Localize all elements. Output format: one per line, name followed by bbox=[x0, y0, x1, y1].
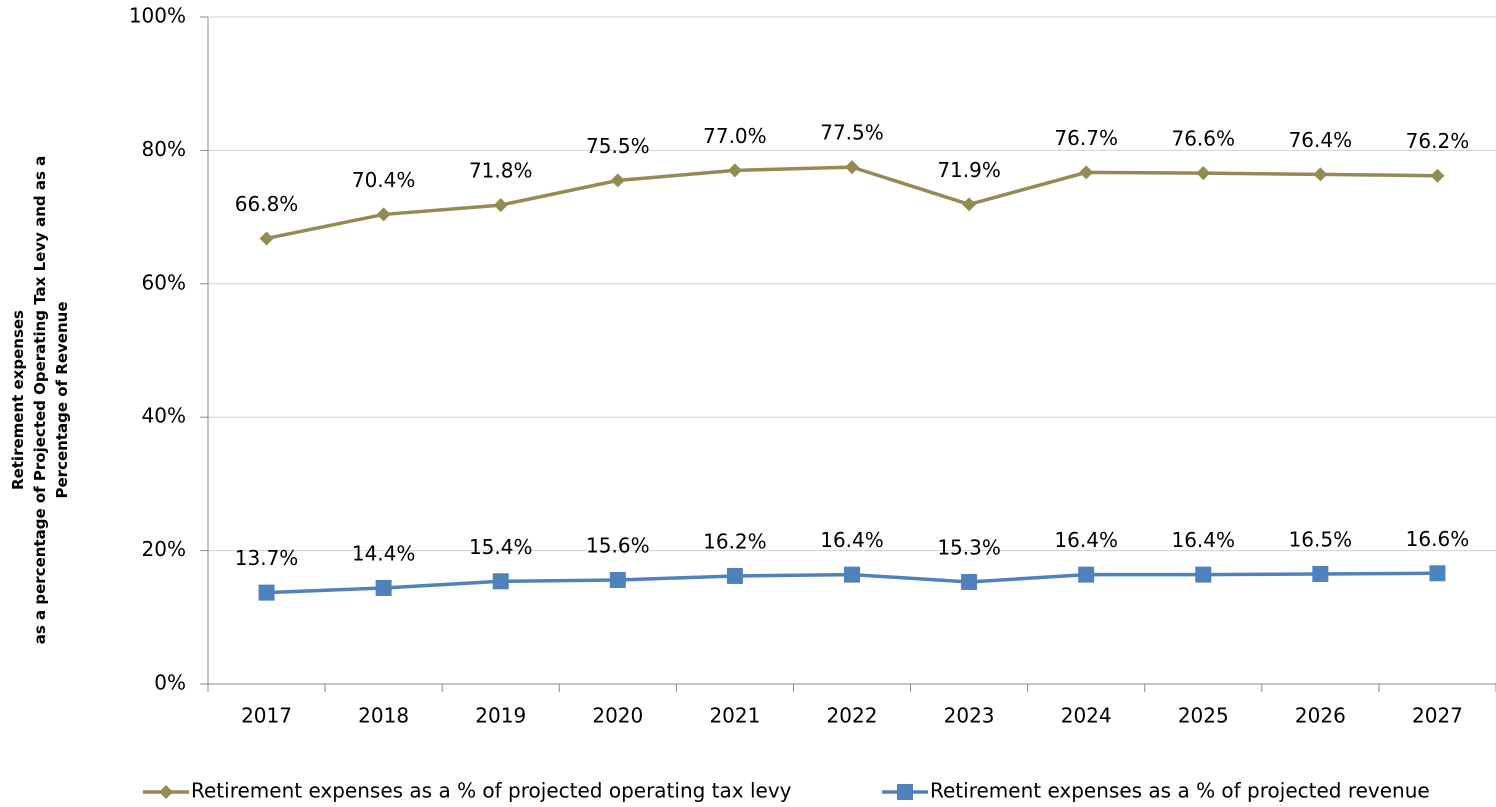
data-label: 16.4% bbox=[1054, 528, 1118, 552]
y-tick-label: 80% bbox=[142, 137, 186, 161]
data-label: 70.4% bbox=[352, 168, 416, 192]
legend-label: Retirement expenses as a % of projected … bbox=[930, 779, 1430, 803]
point bbox=[492, 573, 509, 590]
legend-marker bbox=[159, 785, 173, 799]
point bbox=[1079, 165, 1094, 180]
x-tick-label: 2027 bbox=[1412, 704, 1463, 728]
y-tick-label: 100% bbox=[129, 4, 186, 28]
point bbox=[259, 231, 274, 246]
data-label: 76.2% bbox=[1406, 129, 1470, 153]
data-label: 76.7% bbox=[1054, 126, 1118, 150]
y-axis-title-line: Percentage of Revenue bbox=[53, 302, 71, 499]
point bbox=[609, 571, 626, 588]
point bbox=[1313, 167, 1328, 182]
data-label: 16.2% bbox=[703, 529, 767, 553]
y-tick-label: 0% bbox=[154, 671, 186, 695]
point bbox=[844, 566, 860, 583]
legend-label: Retirement expenses as a % of projected … bbox=[191, 779, 792, 803]
data-label: 76.6% bbox=[1171, 127, 1235, 151]
point bbox=[1195, 566, 1212, 583]
data-label: 71.8% bbox=[469, 159, 533, 183]
series-line bbox=[266, 165, 1438, 241]
data-label: 13.7% bbox=[235, 546, 299, 570]
data-label: 77.0% bbox=[703, 124, 767, 148]
x-tick-label: 2023 bbox=[944, 704, 995, 728]
x-tick-label: 2018 bbox=[358, 704, 409, 728]
data-label: 71.9% bbox=[937, 158, 1001, 182]
point bbox=[1429, 565, 1446, 582]
x-tick-label: 2022 bbox=[827, 704, 878, 728]
x-tick-label: 2020 bbox=[592, 704, 643, 728]
point bbox=[961, 573, 978, 590]
data-label: 15.6% bbox=[586, 533, 650, 557]
x-tick-label: 2024 bbox=[1061, 704, 1112, 728]
data-label: 14.4% bbox=[352, 541, 416, 565]
y-tick-label: 20% bbox=[142, 537, 186, 561]
point bbox=[493, 198, 508, 213]
point bbox=[376, 207, 391, 222]
data-label: 16.6% bbox=[1406, 527, 1470, 551]
x-tick-label: 2021 bbox=[709, 704, 760, 728]
point bbox=[610, 173, 625, 188]
data-label: 66.8% bbox=[235, 192, 299, 216]
point bbox=[258, 584, 275, 601]
data-label: 16.4% bbox=[820, 528, 884, 552]
data-label: 77.5% bbox=[820, 121, 884, 145]
y-axis-title-line: Retirement expenses bbox=[9, 310, 27, 490]
data-label: 16.4% bbox=[1171, 528, 1235, 552]
point bbox=[845, 160, 859, 175]
legend-marker bbox=[897, 784, 913, 800]
data-label: 15.3% bbox=[937, 535, 1001, 559]
y-tick-label: 60% bbox=[142, 270, 186, 294]
data-label: 16.5% bbox=[1289, 527, 1353, 551]
data-label: 76.4% bbox=[1289, 128, 1353, 152]
point bbox=[726, 567, 743, 584]
y-axis-title: Retirement expenses as a percentage of Pr… bbox=[9, 156, 71, 644]
point bbox=[1196, 166, 1211, 181]
point bbox=[375, 579, 392, 596]
data-label: 75.5% bbox=[586, 134, 650, 158]
data-label: 15.4% bbox=[469, 535, 533, 559]
point bbox=[1312, 565, 1329, 582]
x-tick-label: 2019 bbox=[475, 704, 526, 728]
point bbox=[727, 163, 742, 178]
y-tick-label: 40% bbox=[142, 404, 186, 428]
x-tick-label: 2025 bbox=[1178, 704, 1229, 728]
point bbox=[1430, 168, 1445, 183]
x-tick-label: 2026 bbox=[1295, 704, 1346, 728]
point bbox=[962, 197, 977, 212]
x-tick-label: 2017 bbox=[241, 704, 292, 728]
point bbox=[1078, 566, 1095, 583]
y-axis-title-line: as a percentage of Projected Operating T… bbox=[31, 156, 49, 644]
